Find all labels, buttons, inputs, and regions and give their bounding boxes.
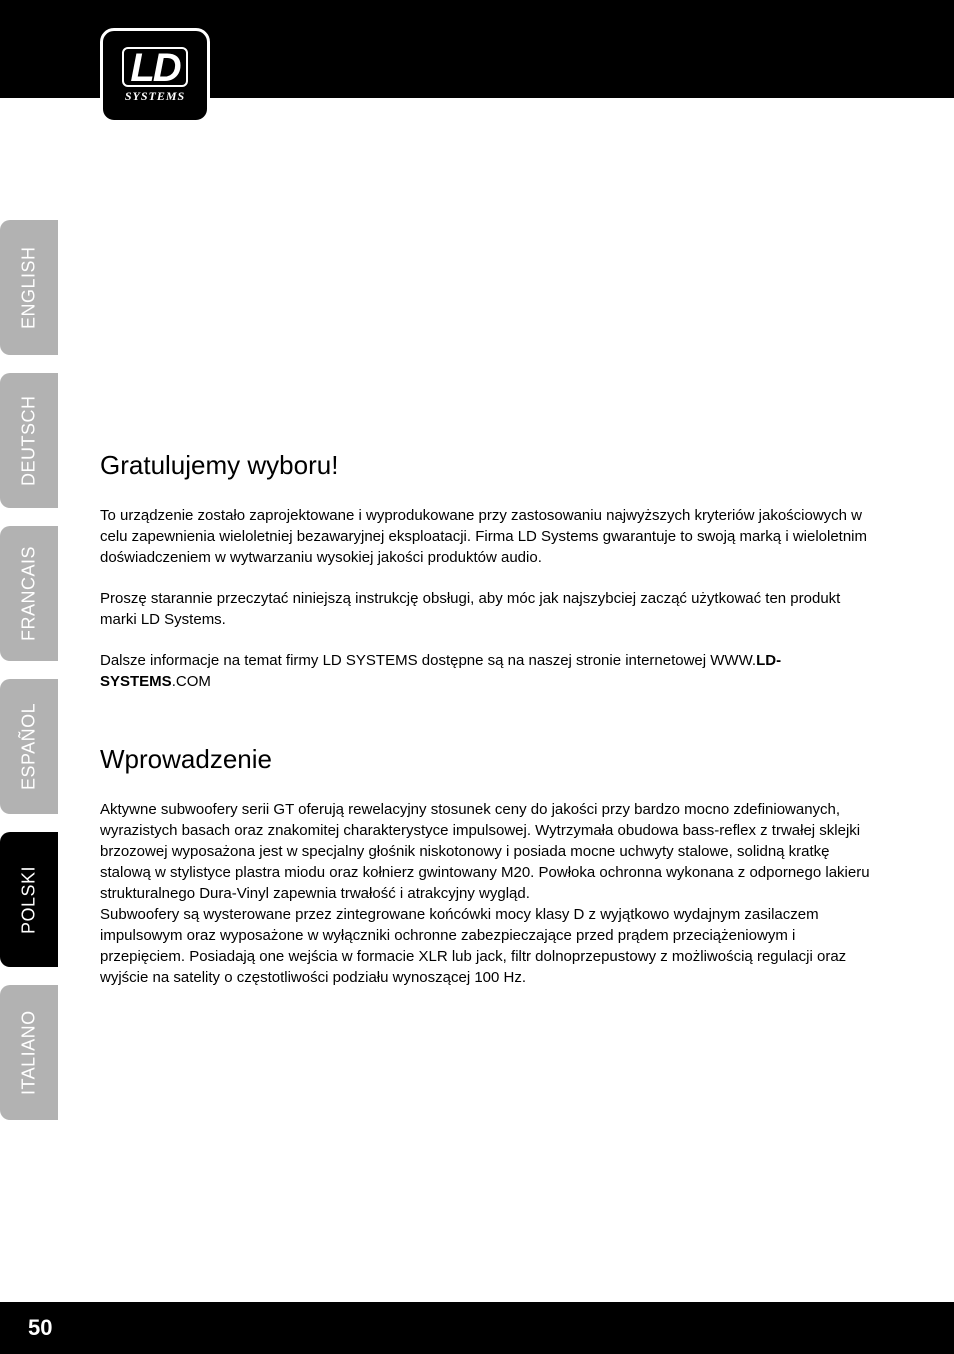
lang-tab-espanol[interactable]: ESPAÑOL: [0, 679, 58, 814]
page-number: 50: [28, 1315, 52, 1341]
lang-tab-deutsch[interactable]: DEUTSCH: [0, 373, 58, 508]
intro2-p1-text: Aktywne subwoofery serii GT oferują rewe…: [100, 801, 870, 902]
page-content: Gratulujemy wyboru! To urządzenie został…: [100, 450, 874, 1008]
intro-paragraph-3: Dalsze informacje na temat firmy LD SYST…: [100, 650, 874, 692]
lang-tab-francais[interactable]: FRANCAIS: [0, 526, 58, 661]
intro2-p2-text: Subwoofery są wysterowane przez zintegro…: [100, 906, 846, 986]
lang-tab-italiano[interactable]: ITALIANO: [0, 985, 58, 1120]
section-title-congrats: Gratulujemy wyboru!: [100, 450, 874, 481]
lang-tab-english[interactable]: ENGLISH: [0, 220, 58, 355]
brand-logo: LD SYSTEMS: [100, 28, 210, 123]
footer-bar: 50: [0, 1302, 954, 1354]
intro-paragraph-1: To urządzenie zostało zaprojektowane i w…: [100, 505, 874, 568]
intro-paragraph-2: Proszę starannie przeczytać niniejszą in…: [100, 588, 874, 630]
intro2-paragraph-1: Aktywne subwoofery serii GT oferują rewe…: [100, 799, 874, 988]
lang-tab-polski[interactable]: POLSKI: [0, 832, 58, 967]
language-tabs: ENGLISH DEUTSCH FRANCAIS ESPAÑOL POLSKI …: [0, 220, 58, 1138]
section-title-intro: Wprowadzenie: [100, 744, 874, 775]
logo-sub-text: SYSTEMS: [125, 89, 185, 104]
para3-pre: Dalsze informacje na temat firmy LD SYST…: [100, 652, 756, 669]
para3-post: .COM: [172, 673, 211, 690]
logo-main-text: LD: [122, 47, 187, 87]
